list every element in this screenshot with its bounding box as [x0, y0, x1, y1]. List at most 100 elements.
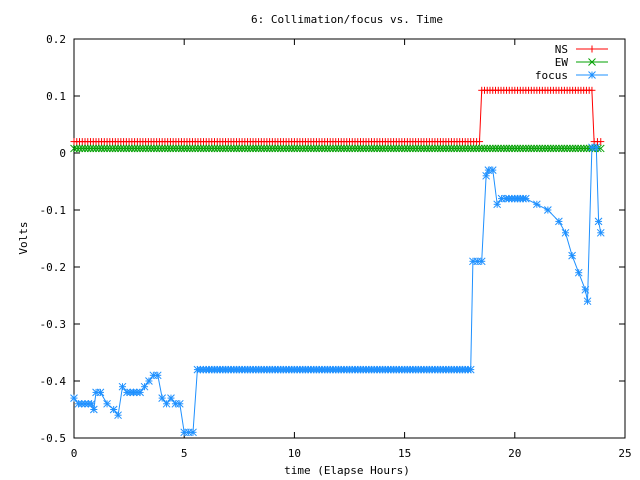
data-point-ew [133, 144, 142, 153]
data-point-ew [83, 144, 92, 153]
x-tick-label: 20 [508, 447, 521, 460]
data-point-focus [158, 394, 167, 402]
data-point-ew [202, 144, 211, 153]
data-point-ew [92, 144, 100, 153]
data-point-focus [145, 377, 153, 385]
y-tick-label: 0 [59, 147, 66, 160]
data-point-ew [505, 144, 514, 153]
data-point-ew [392, 144, 401, 153]
data-point-ew [265, 144, 274, 153]
data-point-ew [301, 144, 310, 153]
legend-label-ew: EW [555, 56, 569, 69]
data-point-ew [475, 144, 483, 153]
data-point-ew [260, 144, 268, 153]
data-point-ew [513, 144, 522, 153]
data-point-ew [406, 144, 414, 153]
data-point-focus [596, 228, 605, 237]
x-tick-label: 0 [71, 447, 78, 460]
data-point-ew [293, 144, 302, 153]
data-point-ew [464, 144, 472, 153]
x-tick-label: 5 [181, 447, 188, 460]
plot-area-frame [73, 38, 626, 439]
data-point-ew [345, 144, 354, 153]
data-point-ew [552, 144, 560, 153]
data-point-ew [287, 144, 296, 153]
data-point-ew [483, 144, 492, 153]
data-point-ew [378, 144, 387, 153]
data-point-ew [375, 144, 384, 153]
x-tick-label: 10 [288, 447, 301, 460]
data-point-ew [486, 144, 494, 153]
data-point-focus [488, 166, 497, 174]
data-point-ew [494, 144, 503, 153]
data-point-focus [581, 285, 590, 294]
data-point-ew [72, 144, 81, 153]
x-tick-label: 15 [398, 447, 411, 460]
data-point-ew [326, 144, 335, 153]
data-point-ew [320, 144, 329, 153]
data-point-ew [395, 144, 403, 153]
data-point-ew [384, 144, 392, 153]
data-point-ew [535, 144, 544, 153]
data-point-ew [70, 144, 78, 153]
data-point-focus [96, 388, 105, 397]
data-point-ew [285, 144, 293, 153]
data-point-ew [216, 144, 224, 153]
data-point-focus [561, 228, 570, 237]
data-point-ew [508, 144, 516, 153]
data-point-ew [499, 144, 508, 153]
data-point-ew [340, 144, 348, 153]
data-point-ew [296, 144, 304, 153]
data-point-ew [271, 144, 279, 153]
series-line-ns [74, 89, 601, 143]
data-point-ew [488, 144, 497, 153]
x-axis: 0 5 10 15 20 25 [71, 39, 632, 460]
data-point-ew [337, 144, 346, 153]
data-point-ew [163, 144, 172, 153]
data-point-ew [411, 144, 420, 153]
data-point-focus [555, 217, 563, 226]
data-point-ew [571, 144, 580, 153]
series-focus [70, 143, 605, 437]
y-tick-label: -0.3 [40, 318, 67, 331]
data-point-ew [386, 144, 395, 153]
data-point-focus [583, 297, 592, 306]
data-point-ew [262, 144, 271, 153]
data-point-ew [549, 144, 558, 153]
data-point-ns [476, 138, 484, 146]
data-point-ew [139, 144, 147, 153]
data-point-ew [422, 144, 431, 153]
y-axis-label: Volts [17, 221, 30, 254]
data-point-ew [329, 144, 337, 153]
data-point-focus [544, 206, 552, 214]
data-point-focus [167, 394, 175, 402]
data-point-ew [532, 144, 541, 153]
data-point-ew [370, 144, 379, 153]
data-point-focus [574, 268, 583, 277]
data-point-ew [433, 144, 442, 153]
data-point-ew [381, 144, 390, 153]
data-point-ew [94, 144, 103, 153]
data-point-ew [469, 144, 478, 153]
data-point-focus [114, 411, 122, 420]
data-point-ew [254, 144, 263, 153]
data-point-ew [122, 144, 131, 153]
y-tick-label: 0.2 [46, 33, 66, 46]
data-point-ew [279, 144, 288, 153]
data-point-ew [218, 144, 227, 153]
y-tick-label: -0.1 [40, 204, 67, 217]
data-point-ew [125, 144, 133, 153]
data-point-ew [235, 144, 244, 153]
data-point-ns [597, 138, 605, 146]
data-point-ew [439, 144, 448, 153]
data-point-ew [243, 144, 252, 153]
data-point-focus [493, 200, 502, 209]
data-point-ew [331, 144, 340, 153]
data-point-ew [510, 144, 519, 153]
data-point-ew [538, 144, 547, 153]
series-line-focus [73, 146, 602, 433]
legend-label-focus: focus [535, 69, 568, 82]
data-point-ew [188, 144, 197, 153]
